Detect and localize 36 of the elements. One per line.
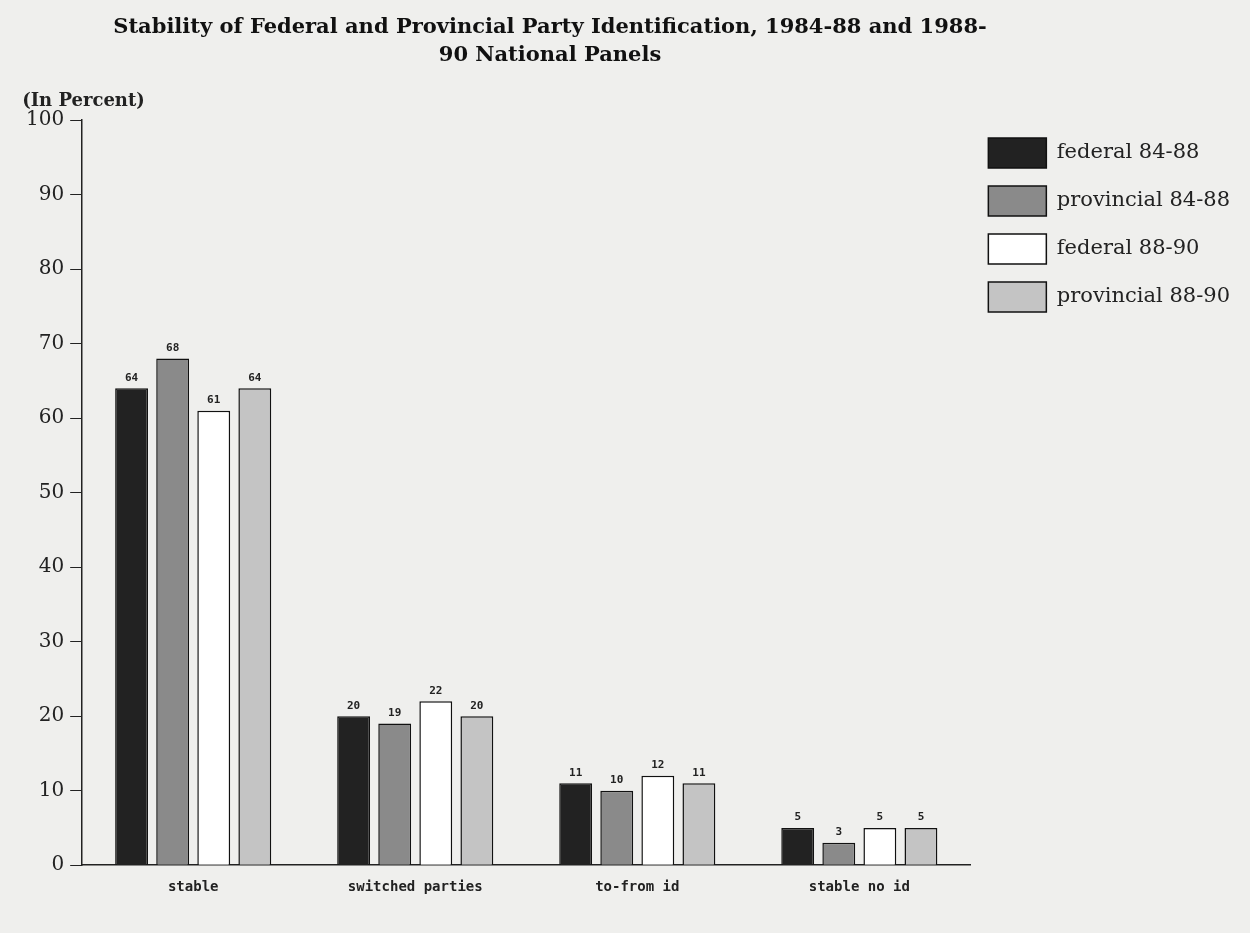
- y-tick-label: 90: [38, 180, 65, 205]
- x-tick-label: switched parties: [347, 878, 483, 895]
- data-label: 5: [917, 810, 925, 824]
- data-label: 61: [207, 392, 221, 406]
- x-tick-label: stable no id: [808, 878, 910, 895]
- data-label: 10: [610, 773, 624, 787]
- data-label: 22: [429, 683, 443, 697]
- y-axis-title: (In Percent): [22, 88, 145, 110]
- data-label: 11: [569, 765, 583, 779]
- data-label: 12: [651, 758, 665, 772]
- y-tick-label: 20: [38, 702, 65, 727]
- data-label: 64: [248, 370, 262, 384]
- y-tick-label: 40: [38, 553, 65, 578]
- y-tick-label: 10: [38, 776, 65, 801]
- y-tick-label: 0: [51, 851, 65, 876]
- x-tick-label: to-from id: [595, 878, 680, 895]
- data-label: 20: [347, 698, 361, 712]
- data-label: 19: [388, 705, 402, 719]
- y-tick-label: 30: [38, 627, 65, 652]
- y-tick-label: 60: [38, 404, 65, 429]
- data-label: 64: [124, 370, 139, 384]
- data-label: 68: [166, 340, 180, 354]
- legend-label: federal 84-88: [1056, 139, 1200, 164]
- data-label: 5: [794, 810, 802, 824]
- legend-label: federal 88-90: [1056, 235, 1200, 260]
- y-tick-label: 80: [38, 255, 65, 280]
- data-label: 5: [876, 810, 884, 824]
- y-tick-label: 50: [38, 478, 65, 503]
- data-label: 20: [470, 698, 484, 712]
- legend-label: provincial 88-90: [1056, 283, 1231, 308]
- y-tick-label: 70: [38, 329, 65, 354]
- chart-title: Stability of Federal and Provincial Party Identification, 1984-88 and 1988-90 National Panels: [112, 12, 988, 68]
- data-label: 3: [835, 825, 843, 839]
- legend-label: provincial 84-88: [1056, 187, 1231, 212]
- data-label: 11: [692, 765, 706, 779]
- x-tick-label: stable: [167, 878, 219, 895]
